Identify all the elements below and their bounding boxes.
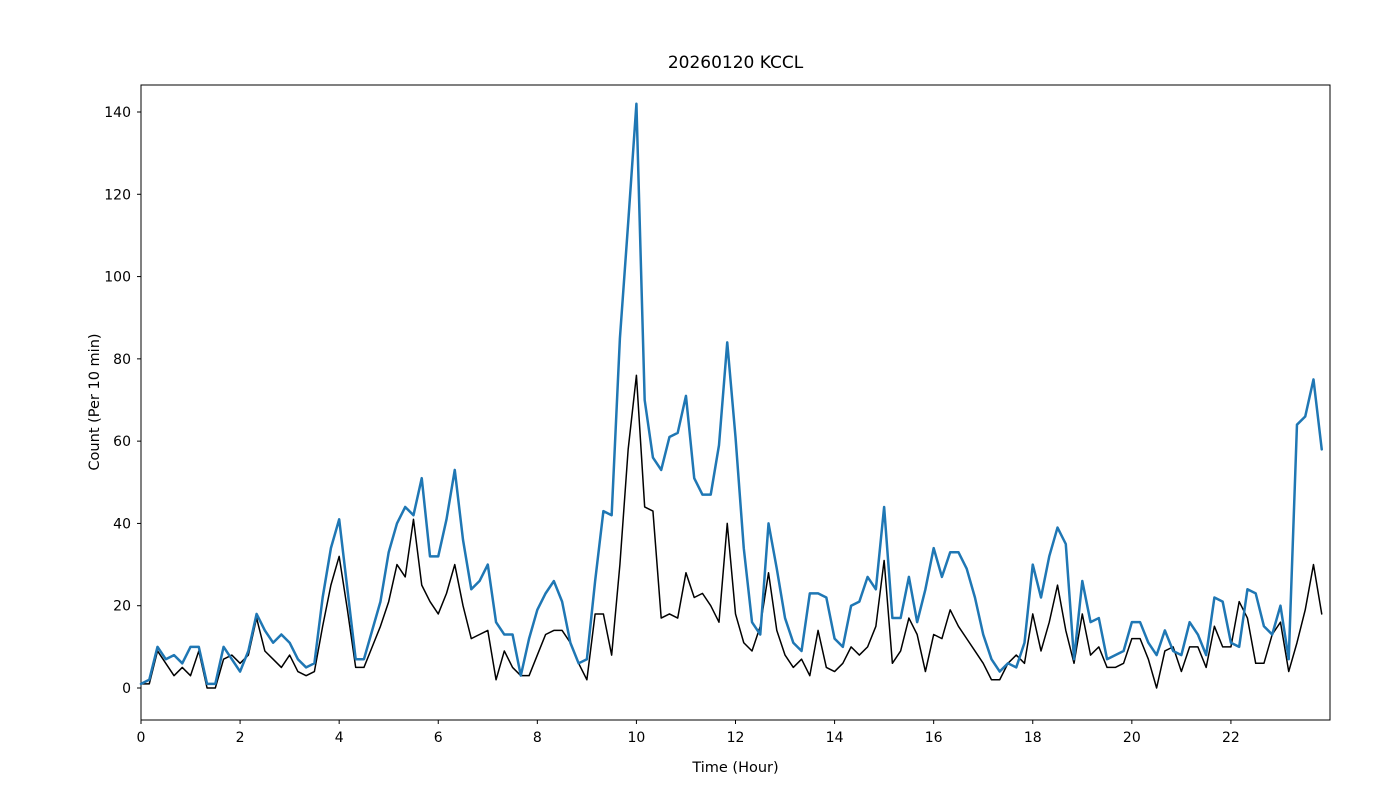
- x-tick-label: 0: [137, 730, 146, 746]
- x-tick-label: 20: [1123, 730, 1141, 746]
- chart-title: 20260120 KCCL: [668, 53, 804, 73]
- y-tick-label: 100: [104, 270, 131, 286]
- x-tick-label: 16: [925, 730, 943, 746]
- x-axis-label: Time (Hour): [691, 760, 778, 776]
- series-line-black: [140, 374, 1323, 689]
- x-tick-label: 2: [236, 730, 245, 746]
- series-lines: [139, 102, 1323, 689]
- y-tick-label: 80: [113, 352, 131, 368]
- x-tick-label: 10: [628, 730, 646, 746]
- x-tick-label: 18: [1024, 730, 1042, 746]
- y-tick-label: 120: [104, 187, 131, 203]
- x-tick-label: 8: [533, 730, 542, 746]
- x-tick-label: 22: [1222, 730, 1240, 746]
- y-tick-label: 40: [113, 516, 131, 532]
- y-tick-label: 60: [113, 434, 131, 450]
- x-tick-label: 12: [727, 730, 745, 746]
- x-axis-ticks: 0 2 4 6 8 10 12 14 16 18 20 22: [137, 720, 1240, 746]
- x-tick-label: 4: [335, 730, 344, 746]
- y-tick-label: 0: [122, 681, 131, 697]
- x-tick-label: 6: [434, 730, 443, 746]
- y-tick-label: 140: [104, 105, 131, 121]
- y-axis-label: Count (Per 10 min): [87, 333, 103, 470]
- y-tick-label: 20: [113, 599, 131, 615]
- series-line-blue: [139, 102, 1323, 686]
- x-tick-label: 14: [826, 730, 844, 746]
- y-axis-ticks: 0 20 40 60 80 100 120 140: [104, 105, 141, 697]
